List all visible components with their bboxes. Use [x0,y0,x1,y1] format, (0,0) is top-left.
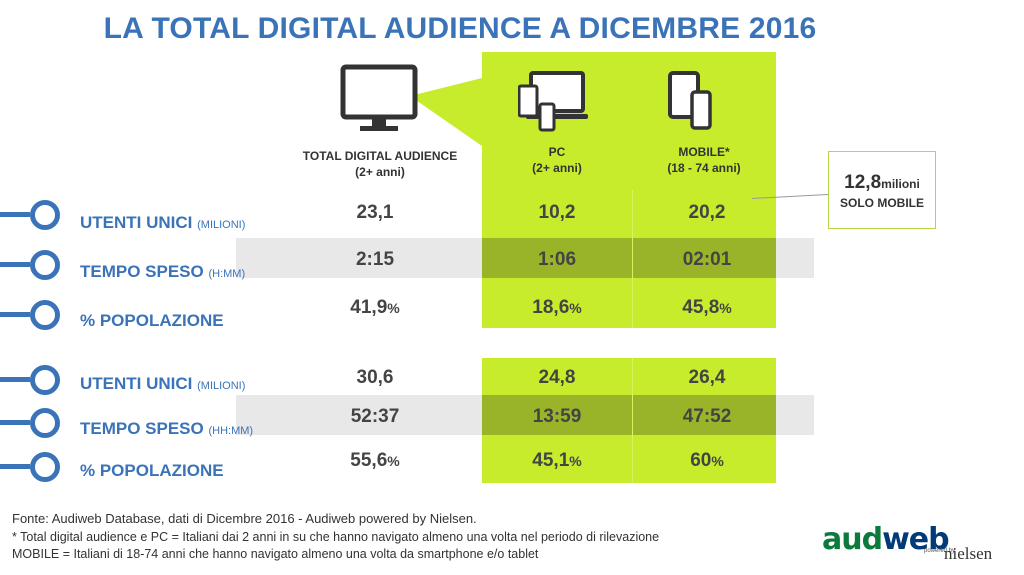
row-label-utenti-unici: UTENTI UNICI (MILIONI) [80,213,246,232]
value-total: 52:37 [350,406,400,427]
value-pc: 1:06 [537,249,577,270]
value-mobile: 47:52 [682,406,732,427]
column-header-total: TOTAL DIGITAL AUDIENCE (2+ anni) [302,149,458,179]
bullet-circle [30,408,60,438]
devices-icon [518,71,588,132]
bullet-circle [30,300,60,330]
pointer-triangle [410,78,482,146]
mobile-devices-icon [668,71,712,130]
value-pc: 24,8 [538,367,576,388]
row-connector [0,212,30,217]
column-divider [632,190,633,328]
row-connector [0,312,30,317]
value-pc: 18,6% [532,297,582,318]
row-connector [0,420,30,425]
value-mobile: 60% [690,450,724,471]
value-mobile: 45,8% [682,297,732,318]
value-total: 55,6% [350,450,400,471]
bullet-circle [30,200,60,230]
value-mobile: 20,2 [688,202,726,223]
row-connector [0,377,30,382]
value-total: 2:15 [355,249,395,270]
callout-box: 12,8milioni SOLO MOBILE [828,151,936,229]
footnote-source: Fonte: Audiweb Database, dati di Dicembr… [12,511,477,526]
value-mobile: 26,4 [688,367,726,388]
bullet-circle [30,365,60,395]
value-pc: 45,1% [532,450,582,471]
value-pc: 13:59 [532,406,582,427]
row-band-highlight [482,395,776,435]
value-total: 30,6 [356,367,394,388]
footnote-1: * Total digital audience e PC = Italiani… [12,530,660,544]
bullet-circle [30,452,60,482]
row-connector [0,464,30,469]
row-label-tempo-speso: TEMPO SPESO (H:MM) [80,262,246,281]
row-band-highlight [482,238,776,278]
audiweb-logo: audweb powered by nielsen [822,522,993,563]
column-header-mobile: MOBILE* (18 - 74 anni) [667,145,741,175]
row-connector [0,262,30,267]
column-header-pc: PC (2+ anni) [532,145,582,175]
row-label-popolazione: % POPOLAZIONE [80,311,224,330]
footnote-2: MOBILE = Italiani di 18-74 anni che hann… [12,547,539,561]
column-divider [632,358,633,483]
row-label-popolazione: % POPOLAZIONE [80,461,224,480]
page-title: LA TOTAL DIGITAL AUDIENCE A DICEMBRE 201… [103,12,817,45]
value-total: 41,9% [350,297,400,318]
row-label-utenti-unici: UTENTI UNICI (MILIONI) [80,374,246,393]
value-total: 23,1 [356,202,394,223]
monitor-icon [340,64,418,131]
value-mobile: 02:01 [682,249,732,270]
value-pc: 10,2 [538,202,576,223]
row-label-tempo-speso: TEMPO SPESO (HH:MM) [80,419,254,438]
bullet-circle [30,250,60,280]
